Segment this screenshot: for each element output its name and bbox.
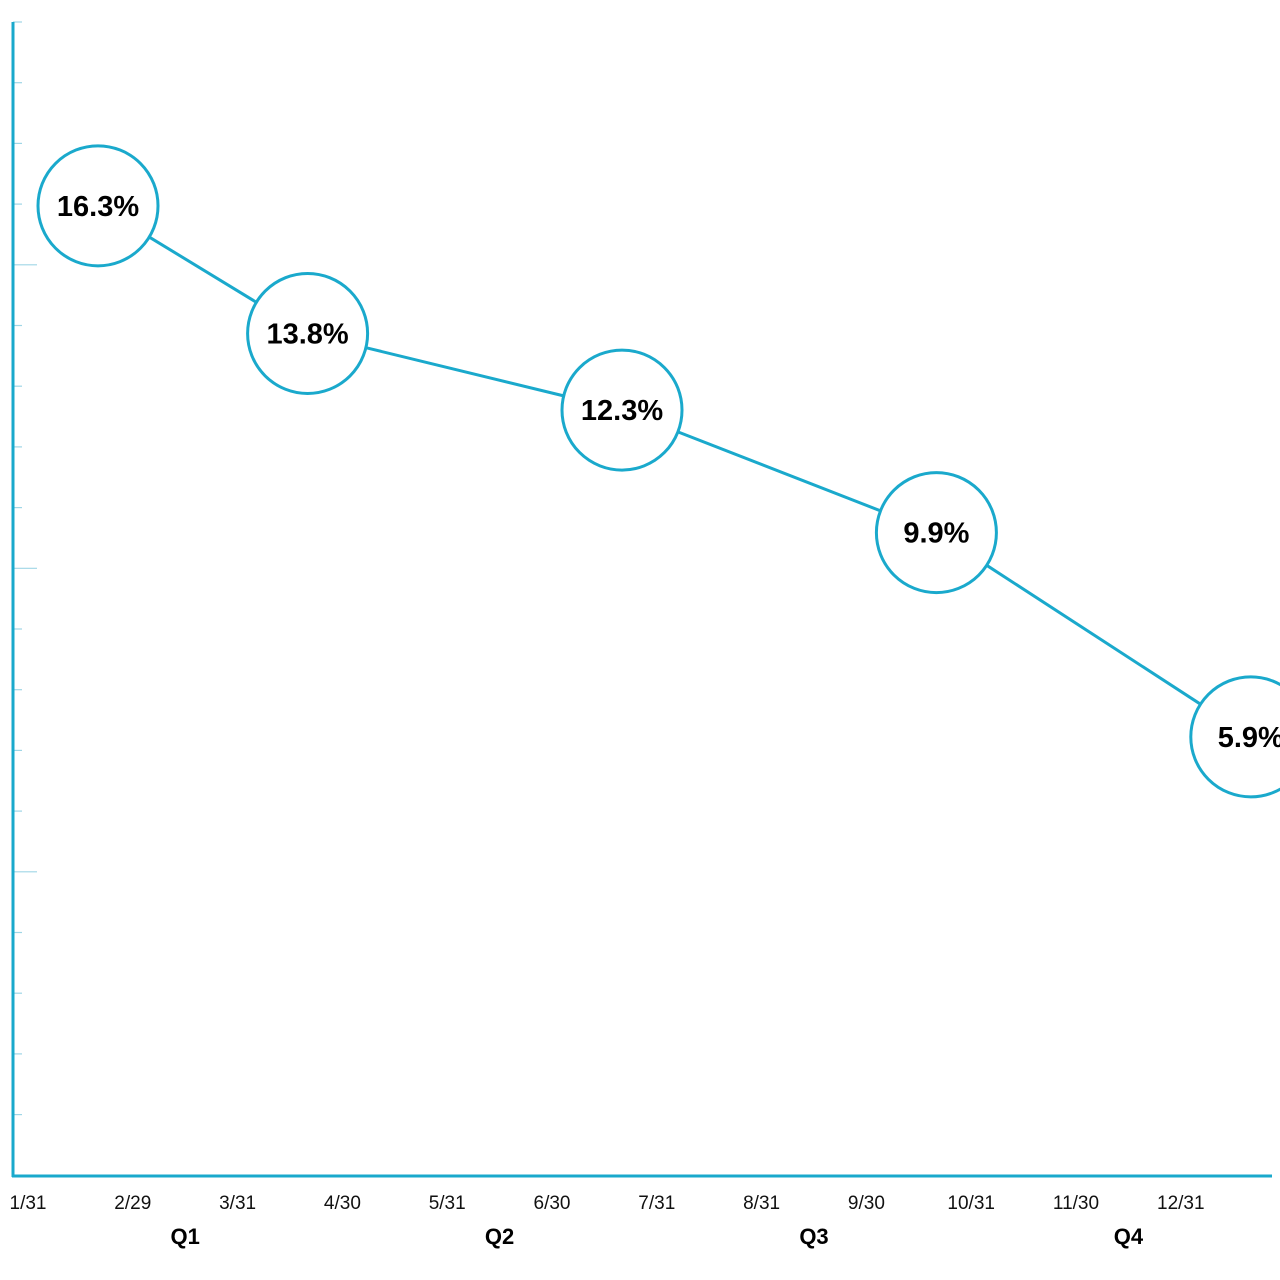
y-axis-ticks [13, 21, 37, 1176]
data-point-circle [1189, 675, 1280, 799]
data-point: 9.9% [874, 471, 998, 595]
data-label: 13.8% [266, 318, 348, 350]
x-tick-label: 9/30 [848, 1193, 885, 1214]
x-tick-label: 7/31 [638, 1193, 675, 1214]
series-segment [985, 564, 1202, 706]
quarter-label: Q4 [1114, 1224, 1144, 1249]
data-label: 16.3% [57, 191, 139, 223]
x-tick-label: 6/30 [534, 1193, 571, 1214]
data-markers: 16.3% 13.8% 12.3% 9.9% 5.9% [36, 144, 1280, 799]
x-tick-label: 1/31 [10, 1193, 47, 1214]
data-label: 9.9% [903, 518, 969, 550]
x-tick-label: 10/31 [947, 1193, 995, 1214]
series-line [148, 235, 1202, 706]
series-segment [365, 346, 565, 398]
x-tick-label: 12/31 [1157, 1193, 1205, 1214]
series-segment [677, 430, 882, 513]
data-point-circle [874, 471, 998, 595]
quarter-label: Q3 [799, 1224, 828, 1249]
data-point: 16.3% [36, 144, 160, 268]
data-point: 13.8% [246, 271, 370, 395]
series-segment [148, 235, 258, 304]
x-tick-label: 5/31 [429, 1193, 466, 1214]
data-point: 5.9% [1189, 675, 1280, 799]
data-point-circle [560, 348, 684, 472]
data-point-circle [246, 271, 370, 395]
x-tick-label: 4/30 [324, 1193, 361, 1214]
quarter-label: Q2 [485, 1224, 514, 1249]
data-label: 12.3% [581, 395, 663, 427]
x-axis-tick-labels: 1/31 2/29 3/31 4/30 5/31 6/30 7/31 8/31 9/30 10/3… [10, 1193, 1205, 1214]
quarter-labels: Q1 Q2 Q3 Q4 [171, 1224, 1144, 1249]
quarter-label: Q1 [171, 1224, 200, 1249]
x-tick-label: 3/31 [219, 1193, 256, 1214]
data-label: 5.9% [1218, 722, 1280, 754]
data-point-circle [36, 144, 160, 268]
data-point: 12.3% [560, 348, 684, 472]
x-tick-label: 11/30 [1053, 1193, 1099, 1214]
x-tick-label: 2/29 [114, 1193, 151, 1214]
x-tick-label: 8/31 [743, 1193, 780, 1214]
